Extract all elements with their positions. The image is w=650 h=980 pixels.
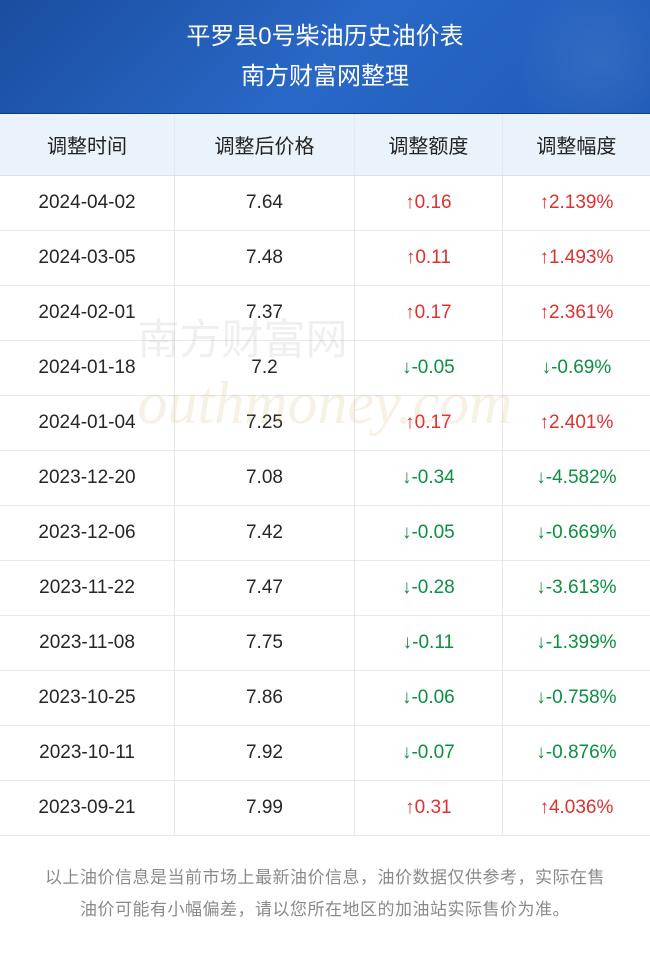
cell-amount: ↓-0.11 bbox=[354, 615, 502, 670]
cell-pct: ↓-1.399% bbox=[502, 615, 650, 670]
cell-amount: ↓-0.28 bbox=[354, 560, 502, 615]
table-row: 2023-12-067.42↓-0.05↓-0.669% bbox=[0, 505, 650, 560]
table-row: 2024-01-187.2↓-0.05↓-0.69% bbox=[0, 340, 650, 395]
cell-price: 7.75 bbox=[175, 615, 355, 670]
cell-pct: ↓-0.758% bbox=[502, 670, 650, 725]
cell-amount: ↓-0.06 bbox=[354, 670, 502, 725]
cell-amount: ↑0.16 bbox=[354, 175, 502, 230]
cell-date: 2023-12-06 bbox=[0, 505, 175, 560]
table-row: 2024-02-017.37↑0.17↑2.361% bbox=[0, 285, 650, 340]
cell-price: 7.92 bbox=[175, 725, 355, 780]
col-date: 调整时间 bbox=[0, 114, 175, 176]
cell-amount: ↓-0.05 bbox=[354, 505, 502, 560]
cell-pct: ↓-3.613% bbox=[502, 560, 650, 615]
cell-date: 2024-01-18 bbox=[0, 340, 175, 395]
cell-pct: ↑2.139% bbox=[502, 175, 650, 230]
cell-price: 7.25 bbox=[175, 395, 355, 450]
cell-price: 7.08 bbox=[175, 450, 355, 505]
cell-pct: ↓-0.876% bbox=[502, 725, 650, 780]
table-row: 2023-11-087.75↓-0.11↓-1.399% bbox=[0, 615, 650, 670]
table-row: 2023-10-257.86↓-0.06↓-0.758% bbox=[0, 670, 650, 725]
cell-amount: ↓-0.34 bbox=[354, 450, 502, 505]
cell-amount: ↓-0.07 bbox=[354, 725, 502, 780]
table-row: 2023-12-207.08↓-0.34↓-4.582% bbox=[0, 450, 650, 505]
cell-price: 7.99 bbox=[175, 780, 355, 835]
table-row: 2024-04-027.64↑0.16↑2.139% bbox=[0, 175, 650, 230]
page-title: 平罗县0号柴油历史油价表 bbox=[0, 20, 650, 54]
cell-pct: ↑1.493% bbox=[502, 230, 650, 285]
table-body: 2024-04-027.64↑0.16↑2.139%2024-03-057.48… bbox=[0, 175, 650, 835]
cell-pct: ↓-0.669% bbox=[502, 505, 650, 560]
cell-amount: ↓-0.05 bbox=[354, 340, 502, 395]
cell-price: 7.48 bbox=[175, 230, 355, 285]
cell-amount: ↑0.31 bbox=[354, 780, 502, 835]
cell-date: 2023-10-25 bbox=[0, 670, 175, 725]
page-container: 平罗县0号柴油历史油价表 南方财富网整理 南方财富网 outhmoney.com… bbox=[0, 0, 650, 980]
table-header-banner: 平罗县0号柴油历史油价表 南方财富网整理 bbox=[0, 0, 650, 114]
cell-pct: ↑4.036% bbox=[502, 780, 650, 835]
page-subtitle: 南方财富网整理 bbox=[0, 56, 650, 91]
cell-price: 7.64 bbox=[175, 175, 355, 230]
cell-date: 2023-09-21 bbox=[0, 780, 175, 835]
col-amount: 调整额度 bbox=[354, 114, 502, 176]
cell-amount: ↑0.17 bbox=[354, 395, 502, 450]
table-row: 2023-10-117.92↓-0.07↓-0.876% bbox=[0, 725, 650, 780]
col-price: 调整后价格 bbox=[175, 114, 355, 176]
cell-date: 2023-11-22 bbox=[0, 560, 175, 615]
table-row: 2024-03-057.48↑0.11↑1.493% bbox=[0, 230, 650, 285]
cell-pct: ↑2.361% bbox=[502, 285, 650, 340]
cell-pct: ↑2.401% bbox=[502, 395, 650, 450]
cell-price: 7.37 bbox=[175, 285, 355, 340]
price-history-table: 调整时间 调整后价格 调整额度 调整幅度 2024-04-027.64↑0.16… bbox=[0, 114, 650, 836]
cell-amount: ↑0.17 bbox=[354, 285, 502, 340]
cell-date: 2024-03-05 bbox=[0, 230, 175, 285]
cell-pct: ↓-0.69% bbox=[502, 340, 650, 395]
cell-date: 2024-04-02 bbox=[0, 175, 175, 230]
table-row: 2023-11-227.47↓-0.28↓-3.613% bbox=[0, 560, 650, 615]
cell-price: 7.86 bbox=[175, 670, 355, 725]
cell-price: 7.47 bbox=[175, 560, 355, 615]
cell-date: 2023-11-08 bbox=[0, 615, 175, 670]
table-row: 2023-09-217.99↑0.31↑4.036% bbox=[0, 780, 650, 835]
cell-date: 2024-01-04 bbox=[0, 395, 175, 450]
cell-date: 2023-10-11 bbox=[0, 725, 175, 780]
cell-pct: ↓-4.582% bbox=[502, 450, 650, 505]
footer-disclaimer: 以上油价信息是当前市场上最新油价信息，油价数据仅供参考，实际在售油价可能有小幅偏… bbox=[0, 836, 650, 947]
cell-date: 2024-02-01 bbox=[0, 285, 175, 340]
cell-price: 7.42 bbox=[175, 505, 355, 560]
cell-amount: ↑0.11 bbox=[354, 230, 502, 285]
cell-price: 7.2 bbox=[175, 340, 355, 395]
cell-date: 2023-12-20 bbox=[0, 450, 175, 505]
table-row: 2024-01-047.25↑0.17↑2.401% bbox=[0, 395, 650, 450]
